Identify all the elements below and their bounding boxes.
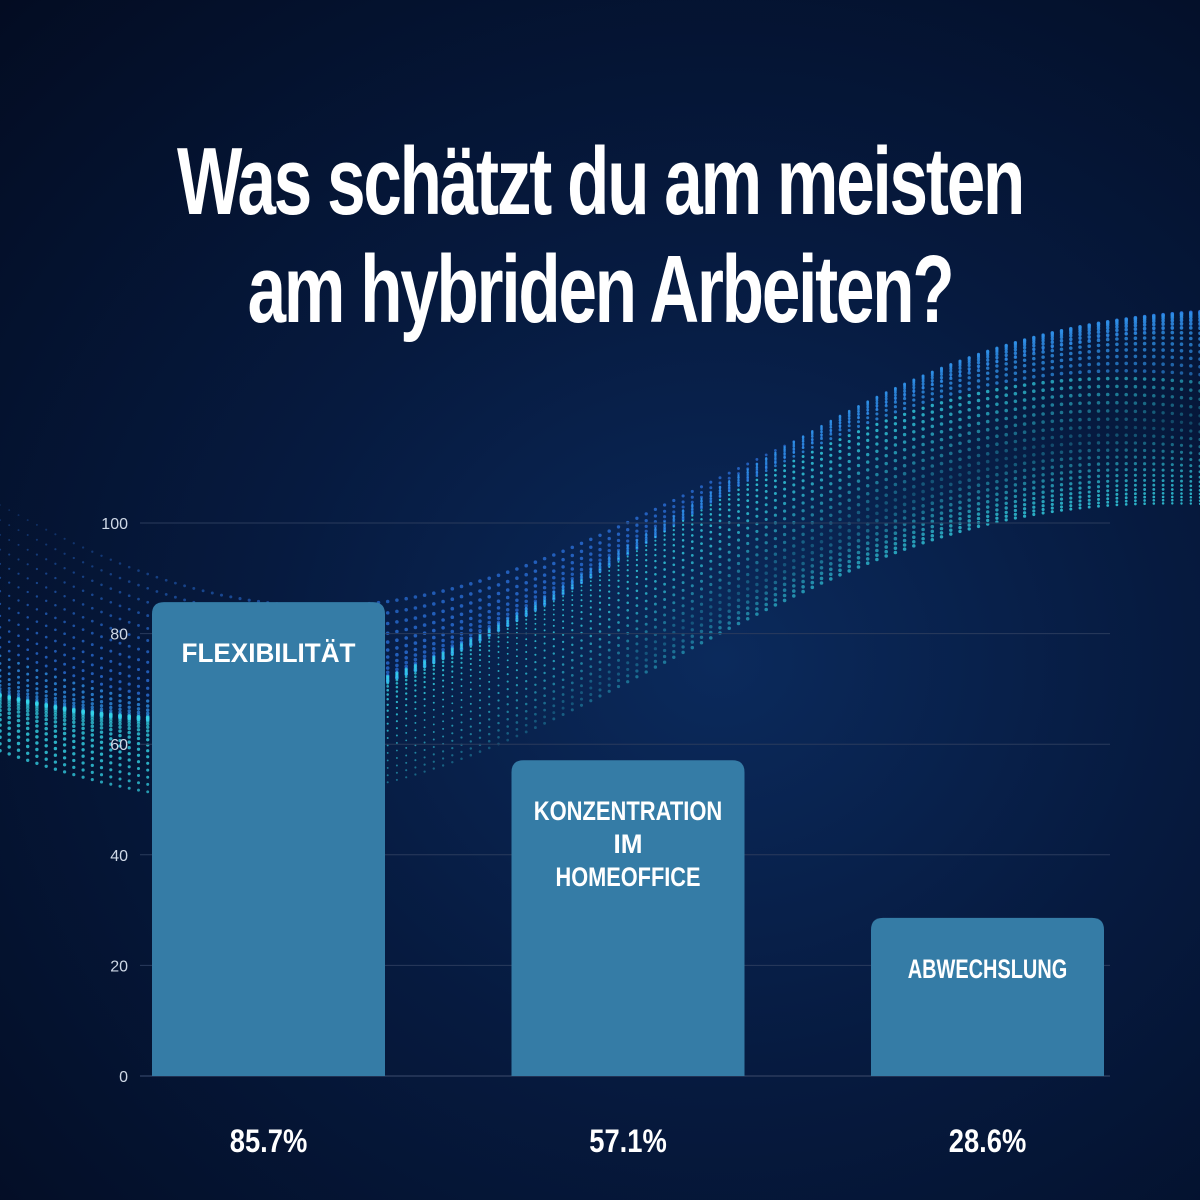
bar-category-label: FLEXIBILITÄT xyxy=(182,638,356,668)
bar-category-label: IM xyxy=(614,829,643,859)
bar-2 xyxy=(511,760,745,1076)
value-label: 85.7% xyxy=(230,1123,308,1159)
y-tick-label: 40 xyxy=(110,848,128,865)
bar-category-label: KONZENTRATION xyxy=(534,796,723,826)
y-tick-label: 20 xyxy=(110,958,128,975)
y-tick-label: 100 xyxy=(101,516,128,533)
y-tick-label: 60 xyxy=(110,737,128,754)
bar-3 xyxy=(871,917,1104,1076)
value-label: 57.1% xyxy=(589,1123,667,1159)
bar-category-label: ABWECHSLUNG xyxy=(908,954,1068,984)
bar-1 xyxy=(152,602,385,1076)
page-title: Was schätzt du am meisten am hybriden Ar… xyxy=(176,128,1025,343)
value-label: 28.6% xyxy=(949,1123,1027,1159)
y-tick-label: 0 xyxy=(119,1069,128,1086)
y-tick-label: 80 xyxy=(110,627,128,644)
bar-category-label: HOMEOFFICE xyxy=(556,862,701,892)
